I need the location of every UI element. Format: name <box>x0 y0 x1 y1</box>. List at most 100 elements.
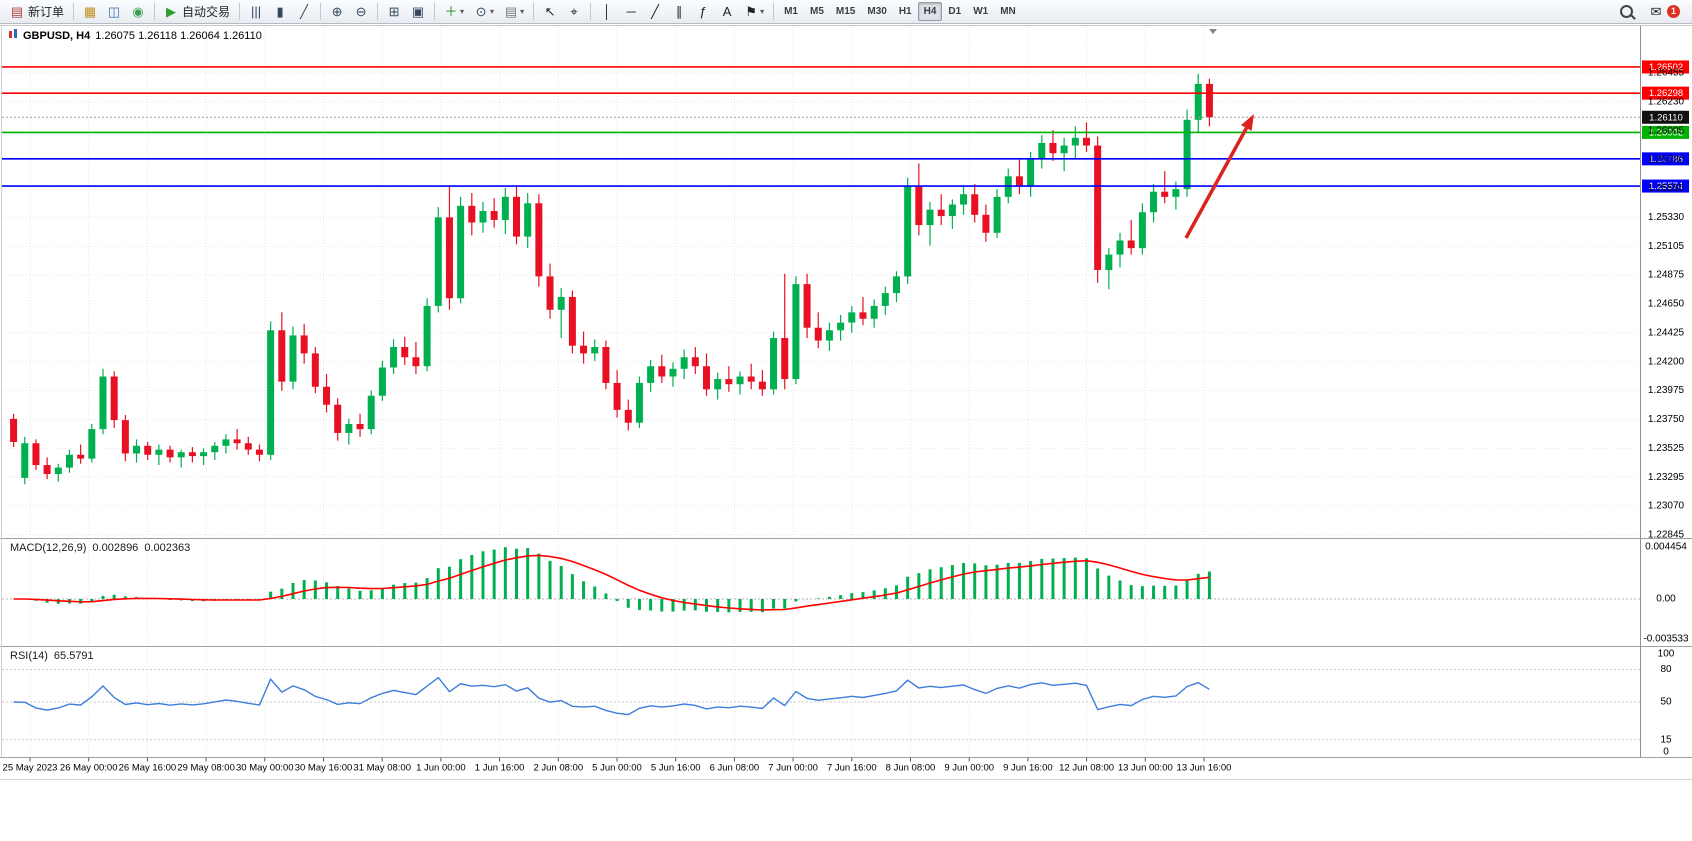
candle-body <box>54 467 62 475</box>
chevron-down-icon[interactable]: ▾ <box>460 7 465 16</box>
candle-body <box>133 445 141 454</box>
indicators-button[interactable]: ＋ ▾ <box>439 1 469 23</box>
time-axis-label: 1 Jun 16:00 <box>475 763 525 774</box>
candle-body <box>356 423 364 430</box>
candle-body <box>915 186 923 226</box>
candle-body <box>870 305 878 319</box>
timeframe-m30[interactable]: M30 <box>867 6 887 17</box>
indicators-icon: ＋ <box>444 4 458 19</box>
auto-trading-button[interactable]: ▶ 自动交易 <box>159 1 235 23</box>
time-axis-label: 5 Jun 16:00 <box>651 763 701 774</box>
candle-body <box>367 395 375 430</box>
candlestick-chart-button[interactable]: ▮ <box>268 1 292 23</box>
rsi-value: 65.5791 <box>53 650 94 662</box>
chevron-down-icon[interactable]: ▾ <box>760 7 765 16</box>
timeframe-h1[interactable]: H1 <box>898 6 912 17</box>
navigator-button[interactable]: ◉ <box>126 1 150 23</box>
timeframe-d1[interactable]: D1 <box>948 6 962 17</box>
hlines-layer[interactable]: 1.26502 1.26298 1.25992 1.25786 1.25574 1.261… <box>2 60 1689 193</box>
chevron-down-icon[interactable]: ▾ <box>520 7 525 16</box>
vertical-line-button[interactable]: │ <box>595 1 619 23</box>
candle-body <box>468 205 476 223</box>
horizontal-line-button[interactable]: ─ <box>619 1 643 23</box>
chart-shift-marker[interactable] <box>1209 29 1217 34</box>
crosshair-icon: ⌖ <box>570 4 578 19</box>
candle-body <box>334 404 342 433</box>
rsi-line <box>13 676 1210 716</box>
candle-body <box>1172 189 1180 197</box>
cascade-windows-button[interactable]: ▣ <box>406 1 430 23</box>
auto-trading-button-label: 自动交易 <box>182 5 231 19</box>
trendline-button[interactable]: ╱ <box>643 1 667 23</box>
candle-body <box>222 439 230 446</box>
zoom-out-button[interactable]: ⊖ <box>349 1 373 23</box>
svg-text:1.26298: 1.26298 <box>1649 88 1683 99</box>
price-axis[interactable]: 1.26455 1.26230 1.26005 1.25780 1.25555 1.253… <box>1643 68 1688 758</box>
candle-body <box>725 379 733 385</box>
price-axis-label: 1.24200 <box>1648 356 1685 367</box>
tile-windows-button[interactable]: ⊞ <box>382 1 406 23</box>
crosshair-button[interactable]: ⌖ <box>562 1 586 23</box>
candle-body <box>926 209 934 226</box>
candle-body <box>1082 137 1090 146</box>
svg-text:1.26502: 1.26502 <box>1649 62 1683 73</box>
timeframe-mn[interactable]: MN <box>1000 6 1016 17</box>
text-button[interactable]: A <box>715 1 739 23</box>
arrows-button[interactable]: ⚑ ▾ <box>739 1 769 23</box>
new-order-button-label: 新订单 <box>28 5 65 19</box>
price-axis-label: 1.23525 <box>1648 443 1685 454</box>
trendline-icon: ╱ <box>651 4 659 19</box>
candle-body <box>960 194 968 205</box>
notifications-button[interactable]: ✉ 1 <box>1644 1 1685 23</box>
time-axis[interactable]: 25 May 2023 26 May 00:00 26 May 16:00 29 Ma… <box>3 757 1232 774</box>
bar-chart-button[interactable]: ||| <box>244 1 268 23</box>
time-axis-label: 9 Jun 00:00 <box>944 763 994 774</box>
timeframe-m5[interactable]: M5 <box>810 6 824 17</box>
line-chart-button[interactable]: ╱ <box>292 1 316 23</box>
candle-body <box>524 203 532 237</box>
candle-body <box>1127 240 1135 249</box>
candle-body <box>758 381 766 390</box>
candle-body <box>859 312 867 319</box>
price-axis-label: 1.23295 <box>1648 472 1685 483</box>
candle-body <box>1161 191 1169 197</box>
zoom-in-button[interactable]: ⊕ <box>325 1 349 23</box>
candle-body <box>501 196 509 220</box>
candle-body <box>244 443 252 450</box>
channel-icon: ∥ <box>675 4 683 19</box>
svg-text:1.26110: 1.26110 <box>1649 112 1683 123</box>
candle-body <box>781 338 789 380</box>
candle-body <box>110 376 118 421</box>
flag-icon: ⚑ <box>745 4 757 19</box>
fibonacci-button[interactable]: ƒ <box>691 1 715 23</box>
data-window-button[interactable]: ◫ <box>102 1 126 23</box>
arrow-annotation[interactable] <box>1184 114 1254 239</box>
candle-body <box>188 452 196 457</box>
search-button[interactable] <box>1615 1 1638 23</box>
data-window-icon: ◫ <box>107 4 121 19</box>
timeframe-h4[interactable]: H4 <box>917 2 943 21</box>
timeframe-w1[interactable]: W1 <box>973 6 989 17</box>
new-order-button[interactable]: ▤ 新订单 <box>5 1 69 23</box>
chevron-down-icon[interactable]: ▾ <box>490 7 495 16</box>
candle-body <box>1038 142 1046 159</box>
horizontal-line-icon: ─ <box>626 4 636 19</box>
notification-badge: 1 <box>1667 5 1680 18</box>
time-axis-label: 8 Jun 08:00 <box>886 763 936 774</box>
cascade-windows-icon: ▣ <box>411 4 425 19</box>
rsi-axis-label: 100 <box>1658 649 1675 660</box>
price-tag <box>1642 152 1689 166</box>
templates-button[interactable]: ▤ ▾ <box>499 1 529 23</box>
candle-body <box>311 353 319 387</box>
candle-body <box>591 346 599 354</box>
periods-button[interactable]: ⊙ ▾ <box>469 1 499 23</box>
candle-body <box>1205 83 1213 118</box>
timeframe-m15[interactable]: M15 <box>835 6 856 17</box>
candle-body <box>1194 83 1202 120</box>
market-watch-button[interactable]: ▦ <box>78 1 102 23</box>
channel-button[interactable]: ∥ <box>667 1 691 23</box>
cursor-button[interactable]: ↖ <box>538 1 562 23</box>
timeframe-m1[interactable]: M1 <box>784 6 798 17</box>
candle-body <box>825 330 833 341</box>
